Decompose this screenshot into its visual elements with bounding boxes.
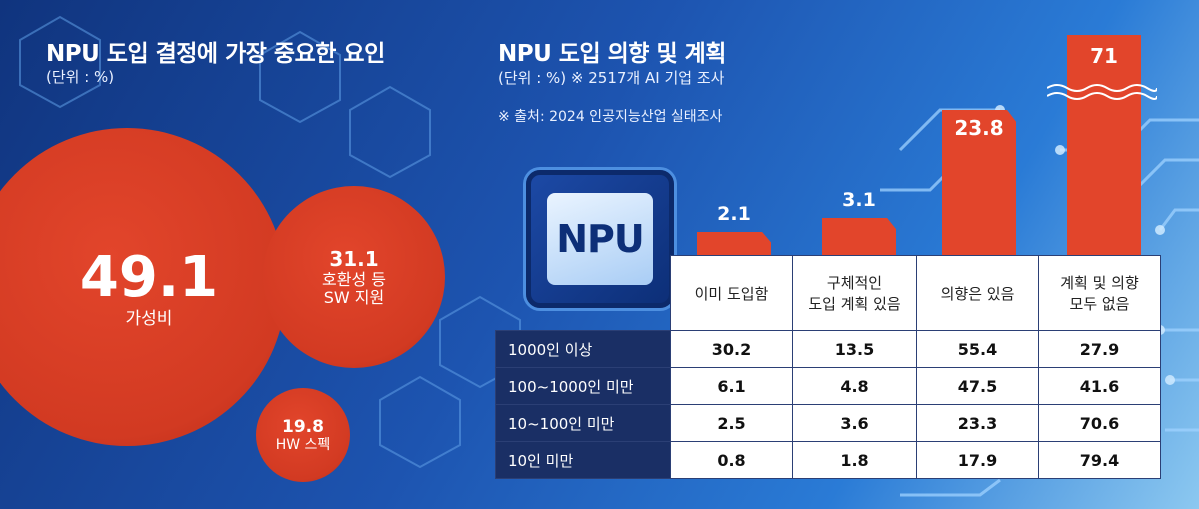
bar-no-plan (1067, 35, 1141, 255)
table-cell: 0.8 (670, 441, 793, 479)
row-label: 10인 미만 (495, 441, 671, 479)
right-unit: (단위 : %) ※ 2517개 AI 기업 조사 (498, 69, 725, 87)
axis-break-icon (1047, 84, 1157, 100)
table-cell: 23.3 (916, 404, 1039, 442)
bubble-value: 19.8 (282, 416, 324, 437)
bar-value-label: 71 (1090, 44, 1118, 68)
right-title: NPU 도입 의향 및 계획 (498, 41, 726, 67)
table-row: 1000인 이상 30.2 13.5 55.4 27.9 (495, 330, 1161, 368)
table-header: 이미 도입함 (670, 255, 793, 331)
table-row: 10~100인 미만 2.5 3.6 23.3 70.6 (495, 404, 1161, 442)
table-cell: 4.8 (792, 367, 917, 405)
left-unit: (단위 : %) (46, 68, 115, 86)
table-cell: 79.4 (1038, 441, 1161, 479)
bubble-label-line1: 호환성 등 (322, 269, 386, 289)
table-cell: 55.4 (916, 330, 1039, 368)
source-note: ※ 출처: 2024 인공지능산업 실태조사 (498, 109, 723, 125)
table-header: 계획 및 의향 모두 없음 (1038, 255, 1161, 331)
table-cell: 2.5 (670, 404, 793, 442)
bubble-value: 49.1 (79, 244, 219, 310)
table-cell: 1.8 (792, 441, 917, 479)
table-cell: 30.2 (670, 330, 793, 368)
row-label: 10~100인 미만 (495, 404, 671, 442)
bar-already-adopted (697, 232, 771, 255)
bar-intention (942, 110, 1016, 255)
table-row: 100~1000인 미만 6.1 4.8 47.5 41.6 (495, 367, 1161, 405)
bubble-value: 31.1 (329, 246, 379, 271)
bubble-sw-support: 31.1 호환성 등 SW 지원 (263, 186, 445, 368)
table-header: 의향은 있음 (916, 255, 1039, 331)
table-cell: 17.9 (916, 441, 1039, 479)
row-label: 100~1000인 미만 (495, 367, 671, 405)
left-title: NPU 도입 결정에 가장 중요한 요인 (46, 41, 385, 67)
bubble-hw-spec: 19.8 HW 스펙 (256, 388, 350, 482)
table-cell: 27.9 (1038, 330, 1161, 368)
adoption-table: 이미 도입함 구체적인 도입 계획 있음 의향은 있음 계획 및 의향 모두 없음 … (495, 255, 1161, 479)
bubble-label-line2: SW 지원 (323, 288, 385, 307)
bubble-label: 가성비 (125, 308, 173, 329)
table-cell: 47.5 (916, 367, 1039, 405)
row-label: 1000인 이상 (495, 330, 671, 368)
table-cell: 13.5 (792, 330, 917, 368)
table-header: 구체적인 도입 계획 있음 (792, 255, 917, 331)
bar-value-label: 23.8 (954, 116, 1004, 140)
table-cell: 3.6 (792, 404, 917, 442)
bar-value-label: 3.1 (842, 189, 876, 211)
table-row: 10인 미만 0.8 1.8 17.9 79.4 (495, 441, 1161, 479)
bubble-label: HW 스펙 (275, 436, 331, 453)
bar-concrete-plan (822, 218, 896, 255)
table-corner (495, 255, 671, 331)
table-cell: 6.1 (670, 367, 793, 405)
table-cell: 41.6 (1038, 367, 1161, 405)
bar-value-label: 2.1 (717, 203, 751, 225)
table-cell: 70.6 (1038, 404, 1161, 442)
bubble-price-performance: 49.1 가성비 (0, 128, 286, 446)
table-header-row: 이미 도입함 구체적인 도입 계획 있음 의향은 있음 계획 및 의향 모두 없음 (495, 255, 1161, 331)
